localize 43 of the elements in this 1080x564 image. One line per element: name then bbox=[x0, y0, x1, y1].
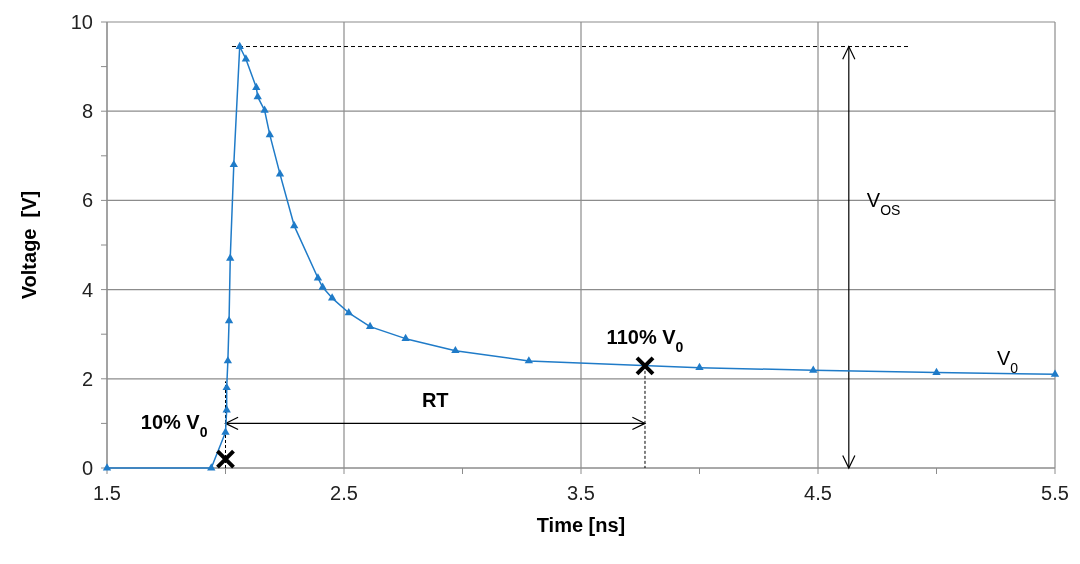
point bbox=[1050, 369, 1060, 377]
point bbox=[226, 253, 235, 261]
x-tick-label: 5.5 bbox=[1041, 482, 1069, 504]
annotation: V$_{0}$ bbox=[997, 346, 1019, 376]
x-tick-label: 3.5 bbox=[567, 482, 595, 504]
point bbox=[318, 282, 327, 290]
point bbox=[932, 367, 941, 375]
point bbox=[215, 449, 236, 470]
point bbox=[222, 382, 231, 391]
point bbox=[365, 321, 375, 330]
point bbox=[235, 41, 244, 49]
x-tick-label: 4.5 bbox=[804, 482, 832, 504]
point bbox=[223, 356, 233, 364]
y-tick-label: 4 bbox=[81, 278, 93, 301]
x-tick-label: 2.5 bbox=[330, 482, 358, 504]
ref-line-label: V$_{OS}$ bbox=[866, 189, 901, 219]
point bbox=[265, 130, 274, 138]
y-tick-label: 8 bbox=[81, 100, 93, 123]
annotation: 10% V$_{0}$ bbox=[140, 411, 208, 441]
point bbox=[221, 427, 230, 435]
point bbox=[344, 307, 353, 316]
point bbox=[313, 273, 323, 281]
point bbox=[290, 221, 299, 229]
ref-line-label: RT bbox=[421, 389, 449, 412]
y-tick-label: 2 bbox=[81, 367, 93, 390]
y-tick-label: 0 bbox=[81, 457, 93, 479]
x-axis-title: Time [ns] bbox=[536, 514, 626, 536]
annotation: 110% V$_{0}$ bbox=[606, 325, 684, 355]
y-tick-label: 6 bbox=[81, 189, 93, 212]
point bbox=[695, 362, 704, 371]
point bbox=[524, 356, 534, 364]
point bbox=[224, 316, 234, 324]
point bbox=[229, 159, 238, 168]
point bbox=[253, 92, 262, 100]
y-axis-title: Voltage [V] bbox=[18, 190, 40, 300]
y-tick-label: 10 bbox=[70, 11, 93, 33]
point bbox=[401, 333, 410, 342]
point bbox=[260, 105, 269, 113]
point bbox=[809, 365, 818, 373]
point bbox=[634, 355, 655, 376]
point bbox=[451, 345, 460, 354]
point bbox=[252, 82, 261, 90]
x-tick-label: 1.5 bbox=[93, 482, 121, 504]
